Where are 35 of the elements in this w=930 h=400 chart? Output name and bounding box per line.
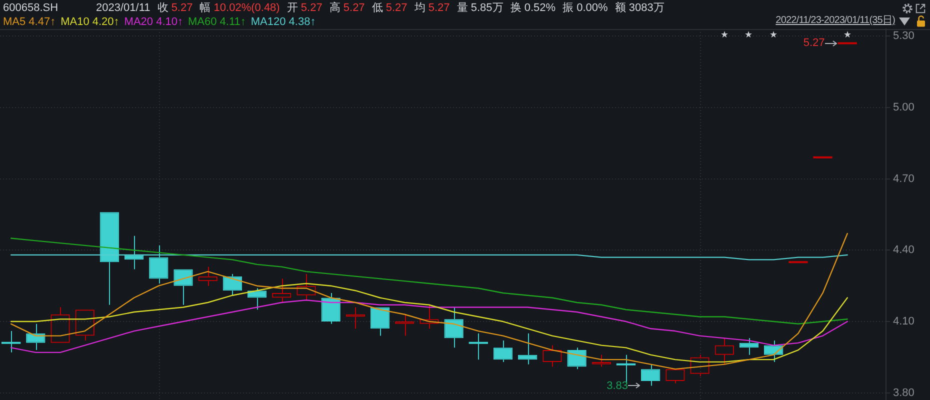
text: 5.27	[803, 37, 825, 50]
candlestick	[247, 288, 267, 310]
candlestick	[370, 307, 390, 336]
text: 振 0.00%	[562, 2, 608, 14]
candlestick	[321, 292, 340, 324]
text: 开 5.27	[286, 2, 322, 14]
text: MA10 4.20↑	[60, 15, 120, 29]
text: MA5 4.47↑	[3, 15, 56, 29]
y-tick-label: 5.00	[893, 102, 914, 114]
text: 额 3083万	[614, 2, 664, 14]
text: 高 5.27	[329, 2, 365, 14]
text: MA120 4.38↑	[250, 15, 316, 29]
candlestick	[739, 338, 759, 356]
y-tick-label: 4.70	[893, 172, 914, 185]
chart-title: 600658.SH	[3, 1, 60, 16]
text: 3.83	[606, 380, 628, 392]
chart-subtitle: 2023/01/11	[96, 1, 150, 16]
text: MA60 4.11↑	[188, 15, 246, 29]
text: 幅 10.02%(0.48)	[200, 2, 280, 14]
text: 收 5.27	[157, 2, 193, 14]
candlestick	[100, 212, 120, 306]
y-tick-label: 5.30	[893, 30, 914, 42]
text: 均 5.27	[414, 2, 450, 14]
candlestick	[764, 340, 784, 362]
candlestick	[149, 244, 168, 284]
y-tick-label: 4.40	[893, 244, 914, 256]
text: 换 0.52%	[510, 2, 556, 14]
y-tick-label: 4.10	[893, 316, 914, 328]
text: MA20 4.10↑	[124, 15, 183, 29]
candlestick	[124, 235, 144, 270]
text: 低 5.27	[372, 2, 408, 14]
x-axis-title: 2022/11/23-2023/01/11(35日)	[776, 14, 895, 28]
text: 量 5.85万	[456, 2, 504, 14]
candlestick	[518, 332, 538, 365]
y-tick-label: 3.80	[893, 386, 914, 399]
